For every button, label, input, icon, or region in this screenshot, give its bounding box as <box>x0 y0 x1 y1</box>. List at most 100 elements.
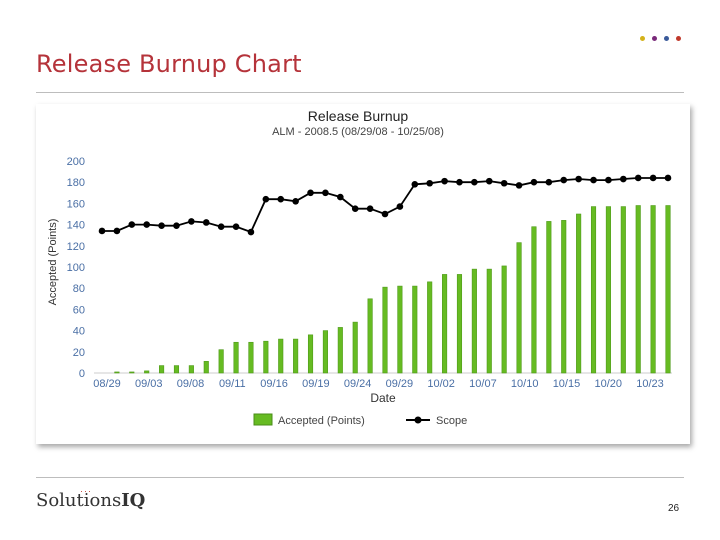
accepted-bar <box>367 298 373 374</box>
scope-point <box>322 189 329 197</box>
scope-point <box>262 195 270 203</box>
accepted-bar <box>114 371 120 374</box>
legend: Accepted (Points) Scope <box>253 413 467 427</box>
accepted-bar <box>218 349 224 374</box>
accepted-bar <box>456 274 463 374</box>
burnup-chart: Release Burnup ALM - 2008.5 (08/29/08 - … <box>47 108 672 427</box>
accepted-bar <box>188 365 194 374</box>
scope-point <box>351 205 359 212</box>
accepted-bar <box>278 338 284 374</box>
scope-point <box>232 223 240 231</box>
legend-marker-scope <box>414 416 422 424</box>
x-tick-label: 10/20 <box>594 378 622 390</box>
scope-point <box>500 179 508 187</box>
legend-label-scope: Scope <box>436 415 467 427</box>
page-number: 26 <box>668 503 680 514</box>
scope-point <box>292 197 299 205</box>
accepted-bar <box>620 206 626 374</box>
accepted-bar <box>293 338 299 374</box>
y-axis-label: Accepted (Points) <box>47 219 59 306</box>
scope-point <box>381 210 389 218</box>
accepted-bar <box>248 341 254 374</box>
scope-point <box>128 221 136 228</box>
x-tick-label: 09/29 <box>386 378 414 390</box>
dot-blue <box>664 36 669 41</box>
accepted-bar <box>546 221 552 374</box>
scope-point <box>188 218 195 225</box>
dot-yellow <box>640 36 645 41</box>
accepted-bar <box>397 285 403 374</box>
scope-point <box>396 203 404 210</box>
y-tick-label: 60 <box>73 304 85 316</box>
accepted-bar <box>412 285 418 374</box>
scope-point <box>485 177 493 185</box>
accepted-bar <box>144 370 150 374</box>
y-axis-ticks: 0 20 40 60 80 100 120 140 160 180 200 <box>67 156 85 380</box>
scope-point <box>173 222 180 229</box>
scope-point <box>337 193 344 201</box>
scope-point <box>590 176 597 184</box>
scope-point <box>530 178 538 186</box>
scope-point <box>98 227 106 235</box>
x-tick-label: 09/16 <box>260 378 288 390</box>
scope-point <box>411 181 419 188</box>
accepted-bar <box>471 268 477 374</box>
x-tick-label: 08/29 <box>93 378 121 390</box>
x-axis-ticks: 08/29 09/03 09/08 09/11 09/16 09/19 09/24 09/29… <box>93 378 664 390</box>
scope-point <box>247 228 255 236</box>
scope-point <box>441 177 448 185</box>
accepted-bar <box>501 265 507 374</box>
x-axis-label: Date <box>370 391 396 405</box>
accepted-bar <box>531 226 537 374</box>
accepted-bars <box>114 205 671 374</box>
scope-point <box>515 182 523 189</box>
y-tick-label: 20 <box>73 347 85 359</box>
dot-red <box>676 36 681 41</box>
accepted-bar <box>322 330 328 374</box>
scope-point <box>158 222 165 229</box>
accepted-bar <box>307 334 314 374</box>
y-tick-label: 180 <box>67 177 85 189</box>
accepted-bar <box>486 268 492 374</box>
top-divider <box>36 92 684 93</box>
chart-frame: Release Burnup ALM - 2008.5 (08/29/08 - … <box>36 104 690 444</box>
scope-point <box>664 174 672 182</box>
chart-subtitle: ALM - 2008.5 (08/29/08 - 10/25/08) <box>272 126 444 138</box>
accepted-bar <box>516 242 522 374</box>
scope-point <box>575 175 582 183</box>
scope-point <box>456 178 463 186</box>
y-tick-label: 0 <box>79 368 85 380</box>
legend-swatch-accepted <box>253 413 273 426</box>
slide-title: Release Burnup Chart <box>36 50 302 78</box>
bottom-divider <box>36 477 684 478</box>
scope-point <box>545 178 553 186</box>
x-tick-label: 10/02 <box>427 378 455 390</box>
scope-point <box>217 223 225 231</box>
accepted-bar <box>382 286 388 374</box>
scope-point <box>277 195 285 203</box>
logo-text-b: IQ <box>121 490 146 511</box>
scope-point <box>471 178 478 186</box>
accepted-bar <box>650 205 656 374</box>
scope-point <box>634 174 642 182</box>
accepted-bar <box>337 327 343 374</box>
logo-mark: ··· <box>80 486 92 496</box>
scope-point <box>560 176 568 184</box>
logo-text-a: Solutions <box>36 490 122 511</box>
x-tick-label: 10/10 <box>511 378 539 390</box>
x-tick-label: 09/24 <box>344 378 372 390</box>
accepted-bar <box>352 321 358 374</box>
scope-point <box>366 205 374 212</box>
x-tick-label: 10/23 <box>636 378 664 390</box>
y-tick-label: 200 <box>67 156 85 168</box>
y-tick-label: 100 <box>67 262 85 274</box>
accepted-bar <box>203 361 209 374</box>
accepted-bar <box>665 205 671 374</box>
scope-point <box>143 221 150 228</box>
scope-point <box>620 175 627 183</box>
chart-title: Release Burnup <box>308 108 409 124</box>
accepted-bar <box>427 281 433 374</box>
scope-point <box>649 174 657 182</box>
y-tick-label: 160 <box>67 198 85 210</box>
x-tick-label: 09/19 <box>302 378 330 390</box>
